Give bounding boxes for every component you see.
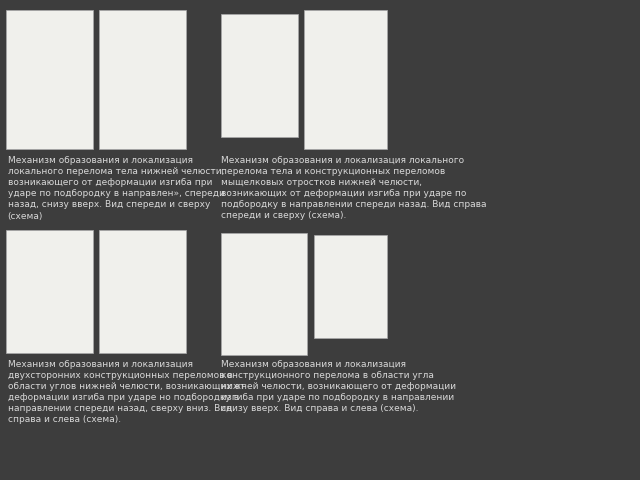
Bar [6,230,93,353]
Text: Механизм образования и локализация локального
перелома тела и конструкционных пе: Механизм образования и локализация локал… [221,156,486,220]
Bar [221,233,307,355]
Bar [304,10,387,149]
Bar [314,235,387,338]
Bar [6,10,93,149]
Text: Механизм образования и локализация
конструкционного перелома в области угла
нижн: Механизм образования и локализация конст… [221,360,456,413]
Bar [99,230,186,353]
Bar [99,10,186,149]
Bar [221,14,298,137]
Text: Механизм образования и локализация
локального перелома тела нижней челюсти,
возн: Механизм образования и локализация локал… [8,156,225,220]
Text: Механизм образования и локализация
двухсторонних конструкционных переломов в
обл: Механизм образования и локализация двухс… [8,360,245,424]
